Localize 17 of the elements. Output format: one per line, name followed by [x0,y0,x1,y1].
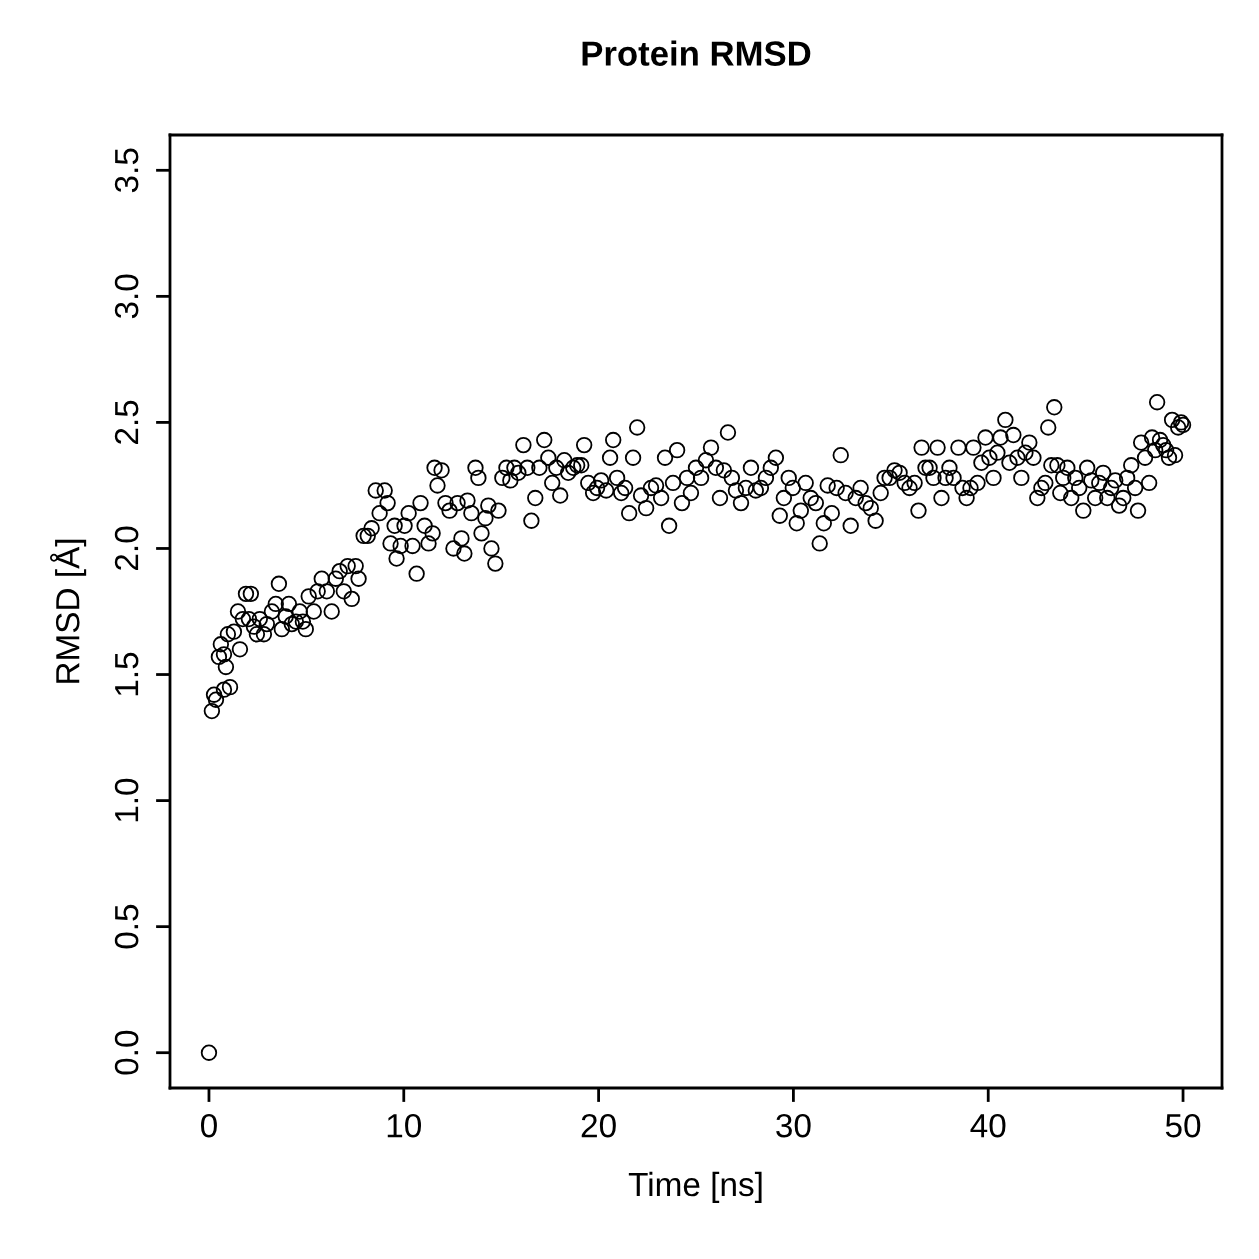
y-tick-label: 0.5 [114,904,139,949]
y-tick-label: 1.0 [114,778,139,822]
y-tick-label: 2.0 [114,526,139,570]
y-tick-label: 3.0 [114,274,139,319]
y-axis-title: RMSD [Å] [50,539,87,683]
y-tick-label: 3.5 [114,148,139,193]
x-tick-label: 40 [970,1113,1006,1138]
chart-title: Protein RMSD [582,40,811,66]
x-axis-title: Time [ns] [628,1171,762,1203]
x-tick-label: 30 [776,1113,811,1138]
x-tick-label: 20 [581,1113,616,1138]
y-tick-label: 0.0 [114,1030,139,1075]
x-tick-label: 0 [201,1113,217,1138]
x-tick-label: 10 [387,1113,422,1138]
y-tick-label: 2.5 [114,400,139,444]
x-tick-label: 50 [1165,1113,1201,1138]
y-tick-label: 1.5 [115,652,139,696]
